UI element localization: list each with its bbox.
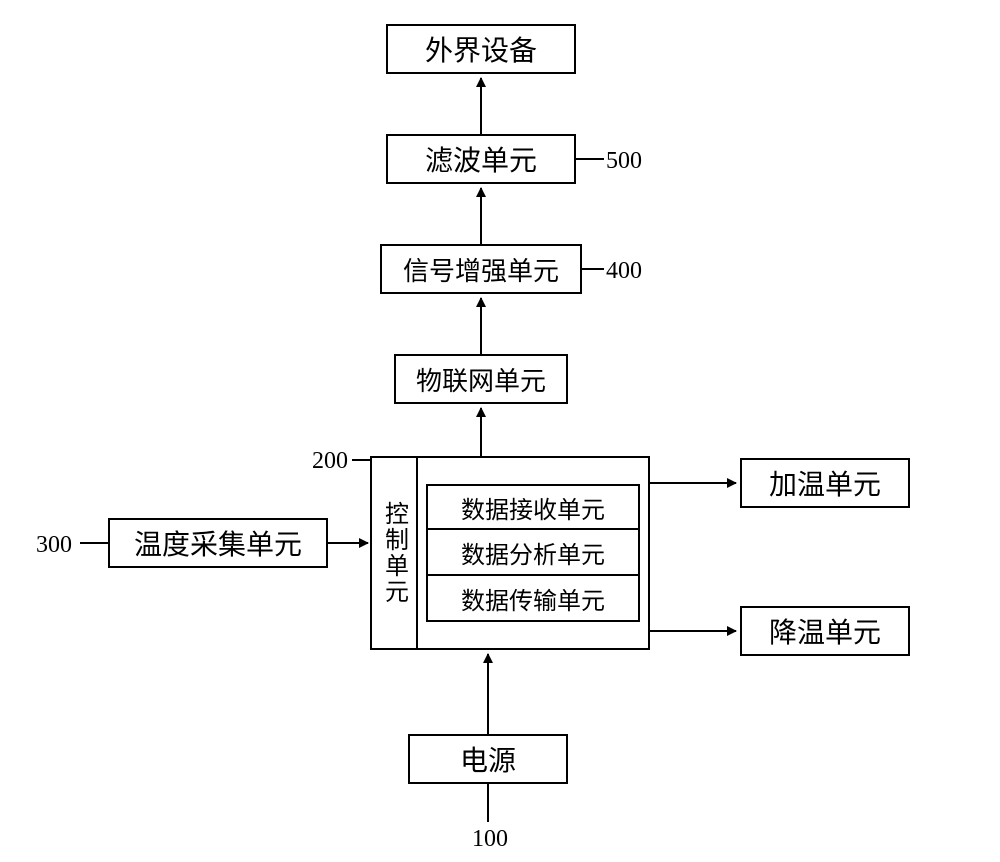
ref-label-300: 300 — [36, 532, 72, 559]
control-unit-label: 控制单元 — [372, 458, 418, 648]
node-signal-amp-unit: 信号增强单元 — [380, 244, 582, 294]
node-cooling-unit: 降温单元 — [740, 606, 910, 656]
ref-label-500: 500 — [606, 148, 642, 175]
node-data-analyze: 数据分析单元 — [426, 530, 640, 576]
node-external-device: 外界设备 — [386, 24, 576, 74]
node-data-transmit: 数据传输单元 — [426, 576, 640, 622]
control-unit-label-text: 控制单元 — [377, 501, 412, 605]
ref-label-100: 100 — [472, 826, 508, 853]
data-receive-text: 数据接收单元 — [461, 490, 605, 525]
node-control-unit: 控制单元 数据接收单元 数据分析单元 数据传输单元 — [370, 456, 650, 650]
node-temp-collect-unit: 温度采集单元 — [108, 518, 328, 568]
node-heating-unit: 加温单元 — [740, 458, 910, 508]
ref-label-200: 200 — [312, 448, 348, 475]
arrow-layer — [0, 0, 1000, 862]
data-transmit-text: 数据传输单元 — [461, 581, 605, 616]
node-iot-unit: 物联网单元 — [394, 354, 568, 404]
data-analyze-text: 数据分析单元 — [461, 535, 605, 570]
node-power: 电源 — [408, 734, 568, 784]
node-filter-unit: 滤波单元 — [386, 134, 576, 184]
ref-label-400: 400 — [606, 258, 642, 285]
node-data-receive: 数据接收单元 — [426, 484, 640, 530]
